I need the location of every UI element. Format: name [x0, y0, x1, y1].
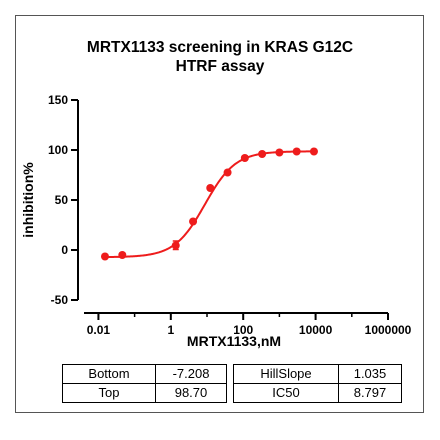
data-point: [171, 241, 180, 250]
data-point: [118, 251, 127, 259]
data-point: [292, 147, 301, 156]
data-point: [258, 150, 267, 158]
param-value-ic50: 8.797: [338, 383, 402, 403]
chart-title-line-1: MRTX1133 screening in KRAS G12C: [87, 39, 353, 56]
fit-curve-layer: [104, 150, 314, 259]
param-value-hillslope: 1.035: [338, 364, 402, 384]
x-tick-label: 100: [233, 323, 253, 337]
x-tick-label: 1000000: [365, 323, 412, 337]
y-tick-label: 150: [48, 93, 68, 107]
figure-frame: [15, 15, 424, 413]
y-tick-label: -50: [51, 293, 69, 307]
data-point: [189, 217, 198, 226]
y-tick-label: 50: [55, 193, 69, 207]
fit-curve: [104, 150, 314, 259]
x-tick-label: 10000: [299, 323, 333, 337]
param-value-top: 98.70: [155, 383, 227, 403]
chart-title-line-2: HTRF assay: [176, 58, 265, 75]
table-row: Top 98.70: [62, 383, 227, 403]
params-table-left: Bottom -7.208 Top 98.70: [62, 364, 227, 403]
data-point: [240, 154, 249, 162]
x-tick-label: 1: [167, 323, 174, 337]
y-tick-label: 100: [48, 143, 68, 157]
data-point: [223, 168, 232, 177]
param-label-hillslope: HillSlope: [233, 364, 339, 384]
data-point: [100, 252, 109, 261]
param-label-ic50: IC50: [233, 383, 339, 403]
axes: -50 0 50 100 150 0.01 1 100 10000 1000000: [48, 93, 412, 337]
param-label-bottom: Bottom: [62, 364, 156, 384]
x-axis-label: MRTX1133,nM: [187, 333, 281, 349]
data-point: [309, 147, 318, 156]
table-row: IC50 8.797: [233, 383, 402, 403]
x-tick-label: 0.01: [87, 323, 111, 337]
param-value-bottom: -7.208: [155, 364, 227, 384]
y-tick-label: 0: [61, 243, 68, 257]
y-axis-label: inhibition%: [20, 162, 36, 238]
data-point: [275, 148, 284, 157]
table-row: Bottom -7.208: [62, 364, 227, 384]
table-row: HillSlope 1.035: [233, 364, 402, 384]
param-label-top: Top: [62, 383, 156, 403]
data-point: [206, 184, 215, 192]
data-points-layer: [100, 147, 318, 261]
params-table-right: HillSlope 1.035 IC50 8.797: [233, 364, 402, 403]
